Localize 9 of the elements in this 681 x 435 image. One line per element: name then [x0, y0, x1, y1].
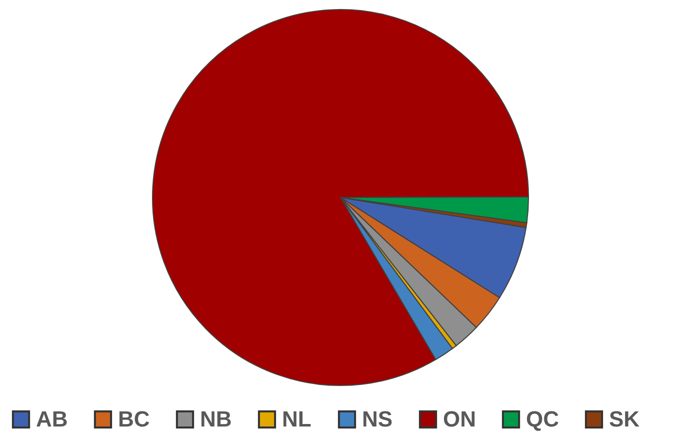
legend-label: ON	[443, 406, 476, 432]
legend-label: BC	[118, 406, 150, 432]
pie-slice	[152, 9, 529, 386]
legend-label: NL	[282, 406, 312, 432]
legend-label: NS	[362, 406, 393, 432]
legend-label: SK	[609, 406, 640, 432]
legend-label: QC	[526, 406, 560, 432]
legend-label: NB	[200, 406, 232, 432]
legend-label: AB	[36, 406, 68, 432]
